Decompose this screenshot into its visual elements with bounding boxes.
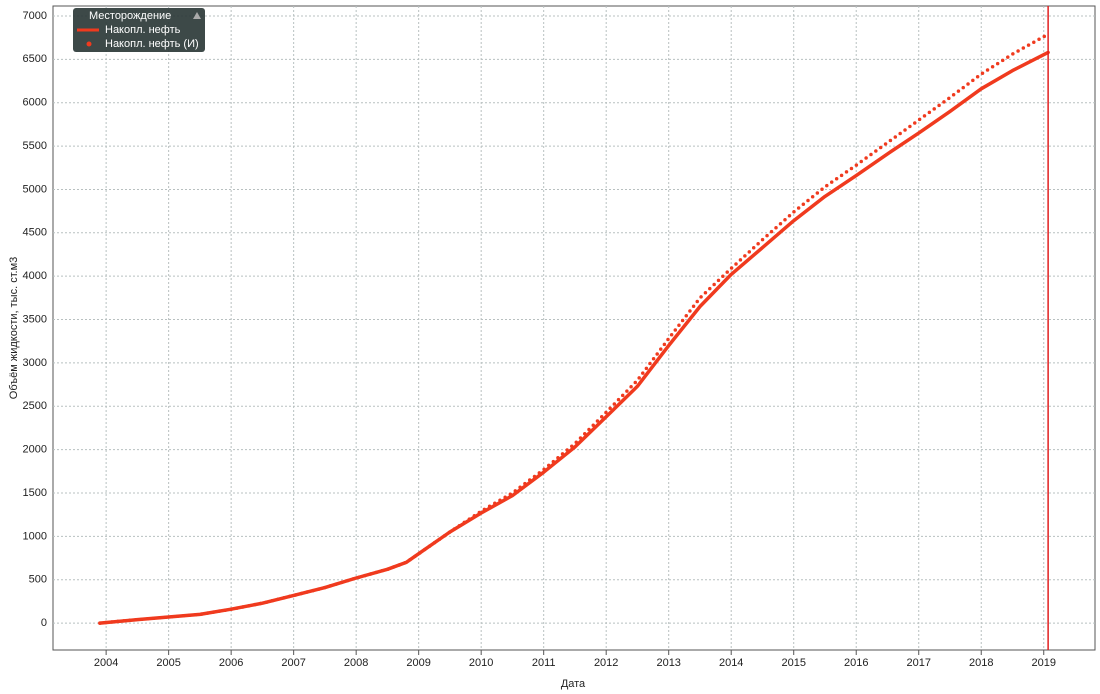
x-tick-label: 2009 [406, 657, 430, 669]
y-tick-label: 1500 [23, 487, 47, 499]
x-tick-label: 2016 [844, 657, 868, 669]
y-tick-label: 5500 [23, 140, 47, 152]
legend-label: Накопл. нефть [105, 24, 181, 36]
x-tick-label: 2018 [969, 657, 993, 669]
x-tick-label: 2011 [532, 657, 556, 669]
y-tick-label: 7000 [23, 10, 47, 22]
x-tick-label: 2007 [281, 657, 305, 669]
y-tick-label: 4000 [23, 270, 47, 282]
x-tick-label: 2015 [781, 657, 805, 669]
x-tick-label: 2006 [219, 657, 243, 669]
x-tick-label: 2019 [1032, 657, 1056, 669]
y-axis-label: Объём жидкости, тыс. ст.м3 [8, 257, 20, 399]
y-tick-label: 6500 [23, 53, 47, 65]
legend-title: Месторождение [89, 10, 171, 22]
legend-box [73, 8, 205, 52]
y-tick-label: 2000 [23, 444, 47, 456]
y-tick-label: 2500 [23, 400, 47, 412]
y-tick-label: 3000 [23, 357, 47, 369]
x-tick-label: 2012 [594, 657, 618, 669]
x-tick-label: 2017 [906, 657, 930, 669]
x-tick-label: 2010 [469, 657, 493, 669]
y-tick-label: 5000 [23, 183, 47, 195]
x-axis-label: Дата [561, 678, 586, 690]
y-tick-label: 500 [29, 574, 47, 586]
x-tick-label: 2008 [344, 657, 368, 669]
series-line [98, 32, 1050, 625]
y-tick-label: 4500 [23, 227, 47, 239]
x-tick-label: 2004 [94, 657, 118, 669]
x-tick-label: 2005 [156, 657, 180, 669]
plot-area [52, 5, 1096, 651]
y-tick-label: 3500 [23, 313, 47, 325]
x-tick-label: 2014 [719, 657, 743, 669]
legend: Месторождение Накопл. нефть Накопл. нефть … [73, 8, 205, 52]
x-tick-label: 2013 [656, 657, 680, 669]
legend-swatch [86, 41, 92, 47]
y-tick-label: 0 [41, 617, 47, 629]
y-tick-label: 6000 [23, 97, 47, 109]
y-tick-label: 1000 [23, 530, 47, 542]
legend-arrow [193, 12, 201, 19]
legend-label: Накопл. нефть (И) [105, 38, 199, 50]
